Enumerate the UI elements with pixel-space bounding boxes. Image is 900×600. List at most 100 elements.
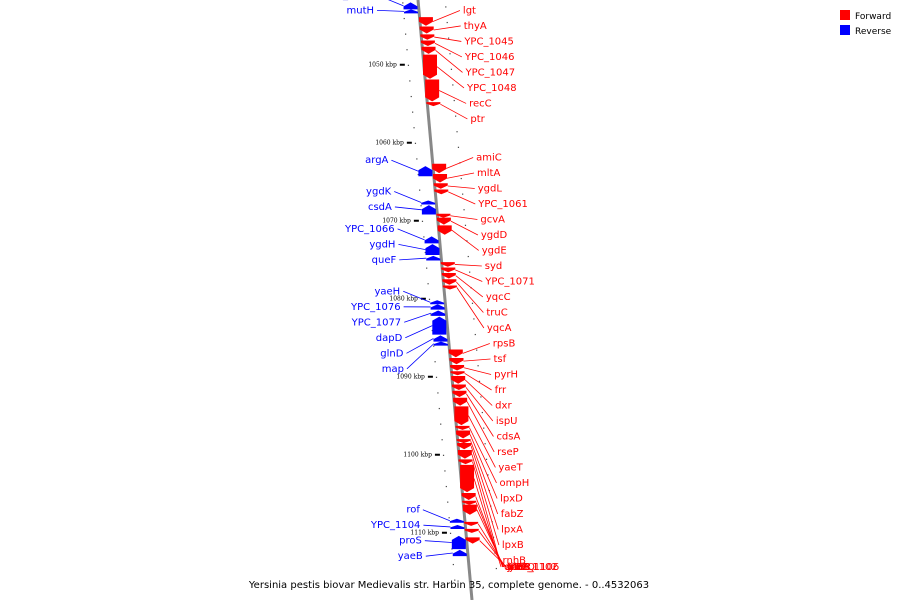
gene-label-mlta[interactable]: mltA	[477, 168, 500, 179]
gene-ypc-1061[interactable]	[434, 189, 449, 195]
gene-muth[interactable]	[404, 9, 419, 14]
gene-ypc-1048[interactable]	[423, 54, 438, 79]
gene-yaeb[interactable]	[452, 549, 467, 557]
gene-label-pros[interactable]: proS	[399, 536, 422, 547]
gene-label-thya[interactable]: thyA	[464, 21, 487, 32]
gene-ypc-1046[interactable]	[420, 40, 435, 47]
gene-label-glnd[interactable]: glnD	[380, 348, 403, 359]
gene-yqcc[interactable]	[441, 273, 456, 279]
gene-rpsb[interactable]	[448, 349, 463, 358]
gene-label-yaer[interactable]: yaeR	[506, 562, 531, 573]
gene-label-ypc-1038[interactable]: YPC_1038	[323, 0, 374, 1]
gene-label-ypc-1076[interactable]: YPC_1076	[350, 302, 401, 313]
gene-label-ygdl[interactable]: ygdL	[478, 183, 503, 194]
gene-label-ypc-1106[interactable]: YPC_1106	[509, 562, 560, 573]
gene-ygdh[interactable]	[425, 244, 440, 256]
gene-label-syd[interactable]: syd	[485, 261, 502, 272]
gene-label-lgt[interactable]: lgt	[463, 5, 476, 16]
gene-map[interactable]	[433, 341, 448, 346]
gene-frr[interactable]	[450, 371, 465, 376]
gene-quef[interactable]	[426, 255, 441, 261]
gene-lpxd[interactable]	[456, 430, 471, 439]
gene-rof[interactable]	[449, 518, 464, 523]
gene-yaer[interactable]	[462, 500, 477, 505]
gene-label-ypc-1048[interactable]: YPC_1048	[466, 83, 517, 94]
gene-label-ypc-1104[interactable]: YPC_1104	[370, 520, 421, 531]
gene-ypc-1066[interactable]	[424, 236, 439, 244]
gene-label-rof[interactable]: rof	[406, 505, 420, 516]
gene-label-tils[interactable]: tilS	[507, 562, 523, 573]
gene-label-ypc-1045[interactable]: YPC_1045	[463, 36, 514, 47]
gene-lpxa[interactable]	[457, 443, 472, 450]
gene-label-arga[interactable]: argA	[365, 155, 388, 166]
gene-label-yaet[interactable]: yaeT	[498, 462, 523, 473]
gene-label-ygde[interactable]: ygdE	[482, 245, 507, 256]
gene-label-tsf[interactable]: tsf	[494, 354, 507, 365]
gene-arga[interactable]	[418, 166, 433, 177]
gene-label-pyrh[interactable]: pyrH	[494, 369, 518, 380]
gene-label-dnae[interactable]: dnaE	[504, 562, 529, 573]
gene-omph[interactable]	[455, 425, 470, 430]
gene-yaeh[interactable]	[430, 300, 445, 305]
gene-amic[interactable]	[432, 163, 447, 174]
gene-label-cdsa[interactable]: cdsA	[496, 431, 520, 442]
gene-yaeq[interactable]	[464, 528, 479, 533]
gene-label-frr[interactable]: frr	[495, 385, 507, 396]
gene-label-yaeb[interactable]: yaeB	[398, 551, 423, 562]
gene-ispu[interactable]	[451, 384, 466, 390]
gene-label-ygdh[interactable]: ygdH	[369, 239, 395, 250]
gene-label-rpsb[interactable]: rpsB	[493, 338, 516, 349]
gene-label-fabz[interactable]: fabZ	[501, 509, 524, 520]
gene-dnae[interactable]	[460, 464, 475, 493]
gene-ygdd[interactable]	[436, 217, 451, 225]
gene-label-ypc-1047[interactable]: YPC_1047	[465, 67, 516, 78]
gene-label-lpxa[interactable]: lpxA	[501, 524, 523, 535]
gene-csda[interactable]	[421, 205, 436, 215]
gene-label-yqca[interactable]: yqcA	[487, 323, 512, 334]
gene-ypc-1071[interactable]	[441, 267, 456, 273]
gene-dxr[interactable]	[451, 375, 466, 384]
gene-label-gcva[interactable]: gcvA	[480, 214, 505, 225]
gene-tsf[interactable]	[449, 358, 464, 365]
gene-label-rnhb[interactable]: rnhB	[503, 555, 527, 566]
gene-mlta[interactable]	[433, 173, 448, 183]
gene-ypc-1104[interactable]	[450, 524, 465, 529]
gene-acca[interactable]	[461, 492, 476, 500]
gene-tils[interactable]	[462, 504, 477, 515]
gene-ypc-1038[interactable]	[403, 2, 418, 10]
gene-label-ypc-1061[interactable]: YPC_1061	[477, 199, 528, 210]
gene-ygdk[interactable]	[421, 200, 436, 205]
gene-label-muth[interactable]: mutH	[346, 5, 374, 16]
gene-label-ypc-1046[interactable]: YPC_1046	[464, 52, 515, 63]
gene-pros[interactable]	[451, 535, 466, 550]
gene-ypc-1106[interactable]	[465, 537, 480, 544]
gene-label-ypc-1071[interactable]: YPC_1071	[484, 276, 535, 287]
gene-pyrh[interactable]	[450, 365, 465, 371]
gene-glnd[interactable]	[433, 335, 448, 342]
gene-label-quef[interactable]: queF	[372, 255, 397, 266]
gene-ptr[interactable]	[426, 102, 441, 107]
gene-label-map[interactable]: map	[382, 364, 404, 375]
gene-label-yaeq[interactable]: yaeQ	[509, 562, 535, 573]
gene-label-dxr[interactable]: dxr	[495, 400, 512, 411]
gene-yaet[interactable]	[454, 406, 469, 426]
gene-label-rsep[interactable]: rseP	[497, 447, 519, 458]
gene-dapd[interactable]	[432, 316, 447, 335]
gene-fabz[interactable]	[456, 439, 471, 444]
gene-label-recc[interactable]: recC	[469, 98, 492, 109]
gene-label-truc[interactable]: truC	[486, 307, 507, 318]
gene-rnhb[interactable]	[458, 459, 473, 465]
gene-label-lpxd[interactable]: lpxD	[500, 493, 523, 504]
gene-lgt[interactable]	[418, 17, 433, 26]
gene-label-ypc-1066[interactable]: YPC_1066	[344, 224, 395, 235]
gene-ygde[interactable]	[437, 225, 452, 235]
gene-label-csda[interactable]: csdA	[368, 202, 392, 213]
gene-label-ygdk[interactable]: ygdK	[366, 186, 392, 197]
gene-truc[interactable]	[442, 279, 457, 285]
gene-label-ptr[interactable]: ptr	[470, 114, 485, 125]
gene-label-yaeh[interactable]: yaeH	[374, 286, 400, 297]
gene-ypc-1047[interactable]	[421, 46, 436, 54]
gene-gcva[interactable]	[436, 213, 451, 218]
gene-rsep[interactable]	[453, 397, 468, 406]
gene-ypc-1077[interactable]	[431, 310, 446, 316]
